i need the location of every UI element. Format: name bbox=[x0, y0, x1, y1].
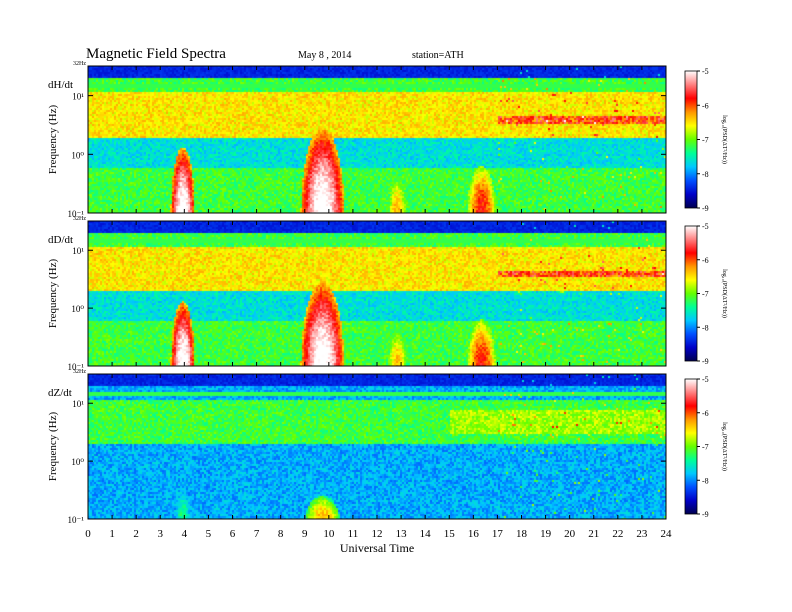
x-tick-label: 17 bbox=[492, 528, 504, 540]
x-tick-label: 4 bbox=[182, 528, 188, 540]
y-top-label: 32Hz bbox=[73, 61, 86, 67]
y-tick-label: 10¹ bbox=[72, 399, 84, 409]
y-tick-label: 10¹ bbox=[72, 246, 84, 256]
colorbar-tick-label: -9 bbox=[702, 357, 709, 366]
x-tick-label: 18 bbox=[516, 528, 528, 540]
x-tick-label: 3 bbox=[158, 528, 164, 540]
y-axis-title: Frequency (Hz) bbox=[47, 412, 59, 482]
x-tick-label: 10 bbox=[323, 528, 335, 540]
colorbar-tick-label: -8 bbox=[702, 323, 709, 332]
colorbar-tick-label: -7 bbox=[702, 136, 709, 145]
y-axis-title: Frequency (Hz) bbox=[47, 259, 59, 329]
x-tick-label: 11 bbox=[348, 528, 359, 540]
y-tick-label: 10⁻¹ bbox=[68, 209, 85, 219]
x-tick-label: 12 bbox=[372, 528, 383, 540]
colorbar-label: log₁₀(PSD(ΔT²/Hz)) bbox=[721, 422, 728, 471]
y-tick-label: 10⁻¹ bbox=[68, 515, 85, 525]
date-label: May 8 , 2014 bbox=[298, 50, 351, 61]
x-tick-label: 7 bbox=[254, 528, 260, 540]
colorbar: -5 -6 -7 -8 -9 log₁₀(PSD(ΔT²/Hz)) bbox=[684, 67, 728, 213]
colorbar-tick-label: -6 bbox=[702, 409, 709, 418]
y-top-label: 32Hz bbox=[73, 216, 86, 222]
x-tick-label: 8 bbox=[278, 528, 284, 540]
panel-label: dZ/dt bbox=[48, 387, 72, 399]
x-tick-label: 2 bbox=[133, 528, 139, 540]
colorbar-label: log₁₀(PSD(ΔT²/Hz)) bbox=[721, 269, 728, 318]
spectrogram-image bbox=[88, 374, 666, 519]
colorbar-tick-label: -9 bbox=[702, 510, 709, 519]
colorbar: -5 -6 -7 -8 -9 log₁₀(PSD(ΔT²/Hz)) bbox=[684, 222, 728, 366]
colorbar-tick-label: -9 bbox=[702, 204, 709, 213]
spectrogram-image bbox=[88, 221, 666, 366]
x-tick-label: 9 bbox=[302, 528, 308, 540]
y-tick-label: 10⁰ bbox=[71, 457, 84, 467]
y-tick-label: 10⁰ bbox=[71, 150, 84, 160]
colorbar: -5 -6 -7 -8 -9 log₁₀(PSD(ΔT²/Hz)) bbox=[684, 375, 728, 519]
colorbar-tick-label: -5 bbox=[702, 222, 709, 231]
x-tick-label: 19 bbox=[540, 528, 552, 540]
x-tick-label: 0 bbox=[85, 528, 91, 540]
colorbar-tick-label: -7 bbox=[702, 443, 709, 452]
x-tick-label: 23 bbox=[636, 528, 648, 540]
spectrogram-image bbox=[88, 66, 666, 213]
colorbar-tick-label: -7 bbox=[702, 290, 709, 299]
x-tick-label: 6 bbox=[230, 528, 236, 540]
x-tick-label: 16 bbox=[468, 528, 480, 540]
figure-title: Magnetic Field Spectra bbox=[86, 46, 226, 62]
colorbar-label: log₁₀(PSD(ΔT²/Hz)) bbox=[721, 115, 728, 164]
y-top-label: 32Hz bbox=[73, 369, 86, 375]
colorbar-tick-label: -6 bbox=[702, 256, 709, 265]
colorbar-scale bbox=[684, 225, 698, 362]
colorbar-tick-label: -5 bbox=[702, 67, 709, 76]
y-axis-title: Frequency (Hz) bbox=[47, 105, 59, 175]
x-tick-label: 15 bbox=[444, 528, 456, 540]
x-tick-label: 14 bbox=[420, 528, 432, 540]
panel-label: dD/dt bbox=[48, 234, 73, 246]
x-tick-label: 5 bbox=[206, 528, 212, 540]
x-tick-label: 22 bbox=[612, 528, 623, 540]
colorbar-tick-label: -8 bbox=[702, 476, 709, 485]
x-tick-label: 21 bbox=[588, 528, 599, 540]
colorbar-tick-label: -6 bbox=[702, 101, 709, 110]
x-tick-label: 24 bbox=[661, 528, 673, 540]
y-tick-label: 10¹ bbox=[72, 92, 84, 102]
panel-label: dH/dt bbox=[48, 79, 73, 91]
x-tick-label: 20 bbox=[564, 528, 576, 540]
x-tick-label: 13 bbox=[396, 528, 408, 540]
time-axis: 0 1 2 3 4 5 6 7 8 9 10 11 12 13 14 15 16 17 18 19 20 21 22 23 24 bbox=[85, 528, 672, 540]
y-tick-label: 10⁻¹ bbox=[68, 362, 85, 372]
colorbar-tick-label: -8 bbox=[702, 170, 709, 179]
colorbar-scale bbox=[684, 70, 698, 209]
colorbar-tick-label: -5 bbox=[702, 375, 709, 384]
colorbar-scale bbox=[684, 378, 698, 515]
station-label: station=ATH bbox=[412, 50, 464, 61]
x-tick-label: 1 bbox=[109, 528, 115, 540]
x-axis-title: Universal Time bbox=[340, 541, 414, 555]
y-tick-label: 10⁰ bbox=[71, 304, 84, 314]
